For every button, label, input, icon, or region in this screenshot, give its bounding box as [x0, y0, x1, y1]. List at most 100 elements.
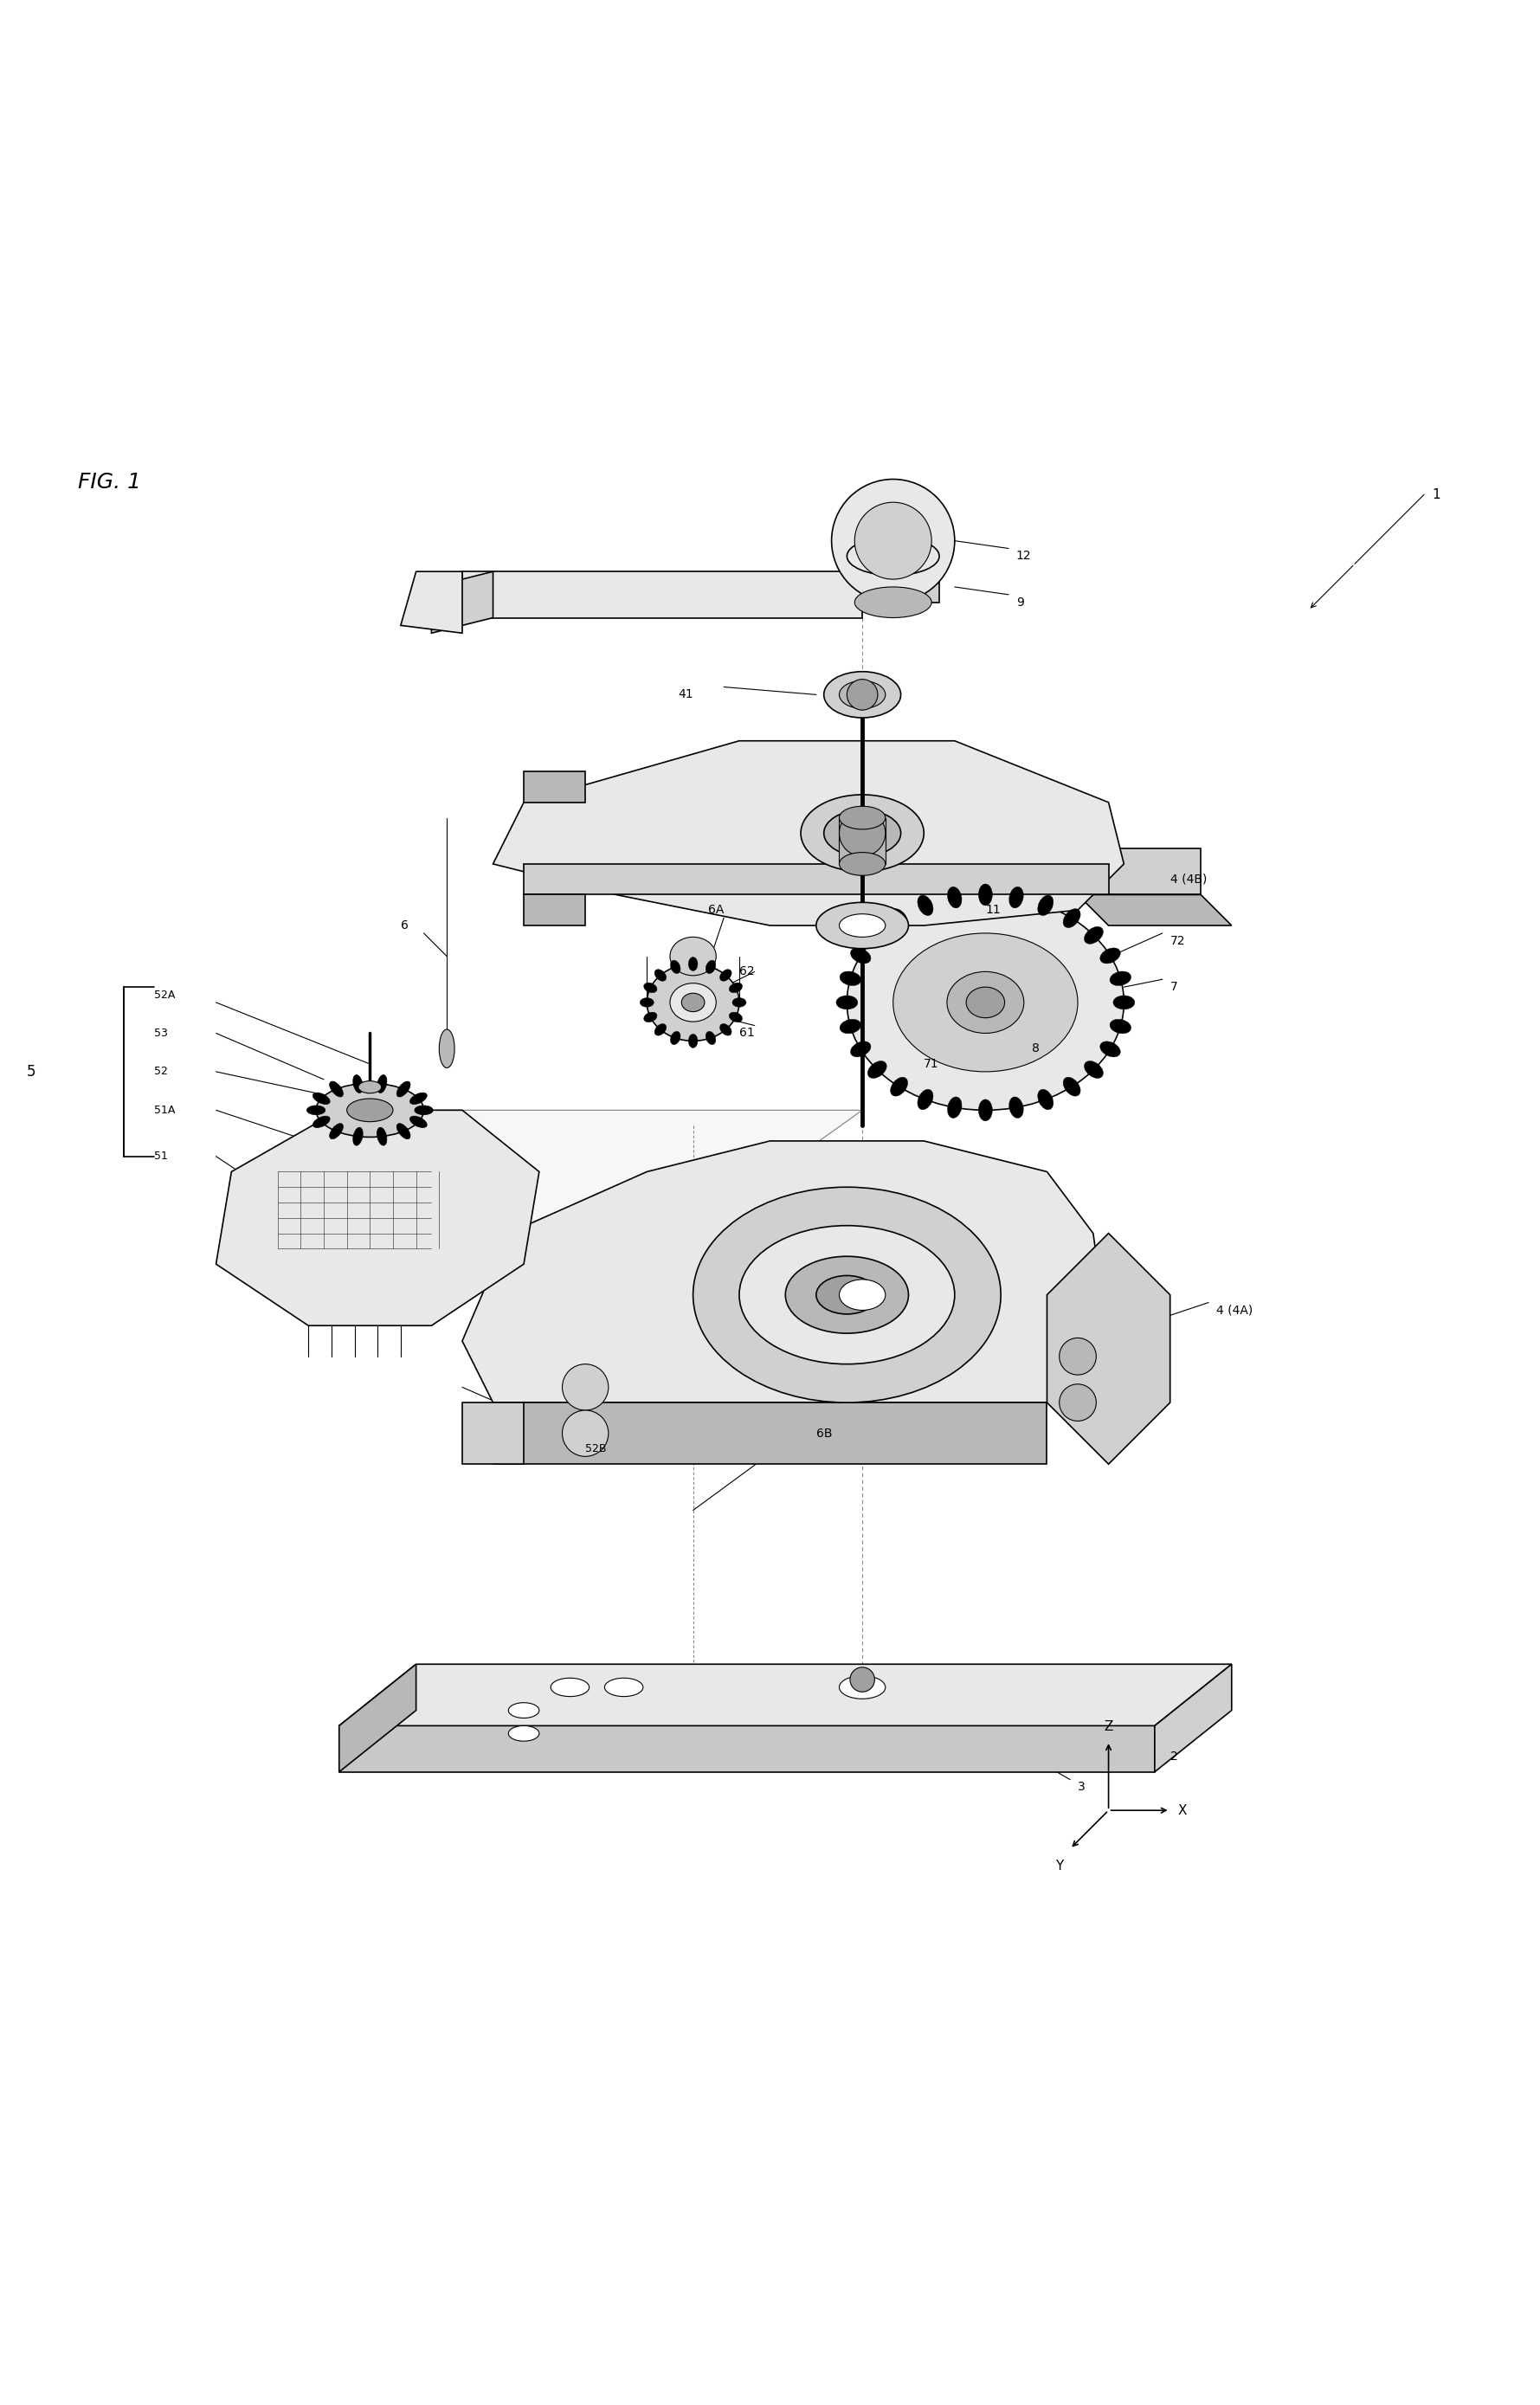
Ellipse shape — [654, 1025, 667, 1037]
Ellipse shape — [824, 810, 901, 856]
Polygon shape — [847, 556, 939, 601]
Ellipse shape — [847, 536, 939, 575]
Ellipse shape — [978, 1099, 992, 1121]
Ellipse shape — [816, 1275, 878, 1313]
Ellipse shape — [330, 1123, 343, 1140]
Ellipse shape — [850, 948, 870, 964]
Ellipse shape — [719, 1025, 731, 1037]
Ellipse shape — [816, 902, 909, 948]
Circle shape — [850, 1667, 875, 1691]
Ellipse shape — [353, 1075, 363, 1092]
Ellipse shape — [839, 1676, 886, 1698]
Ellipse shape — [1063, 909, 1081, 928]
Ellipse shape — [670, 984, 716, 1022]
Polygon shape — [216, 1111, 539, 1325]
Polygon shape — [216, 1111, 862, 1265]
Ellipse shape — [670, 960, 681, 974]
Ellipse shape — [1084, 926, 1103, 943]
Ellipse shape — [439, 1029, 454, 1068]
Polygon shape — [524, 772, 585, 803]
Text: 7: 7 — [1170, 981, 1178, 993]
Ellipse shape — [410, 1092, 427, 1104]
Polygon shape — [524, 895, 585, 926]
Ellipse shape — [947, 887, 962, 909]
Text: 72: 72 — [1170, 936, 1186, 948]
Ellipse shape — [359, 1080, 382, 1094]
Ellipse shape — [693, 1188, 1001, 1402]
Ellipse shape — [733, 998, 747, 1008]
Text: 52A: 52A — [154, 988, 176, 1000]
Ellipse shape — [353, 1128, 363, 1145]
Ellipse shape — [682, 993, 705, 1013]
Ellipse shape — [1038, 1089, 1053, 1109]
Ellipse shape — [1009, 887, 1024, 909]
Text: 52: 52 — [154, 1065, 168, 1077]
Polygon shape — [1047, 1234, 1170, 1465]
Ellipse shape — [839, 914, 886, 938]
Ellipse shape — [641, 998, 654, 1008]
Ellipse shape — [306, 1106, 325, 1116]
Circle shape — [839, 810, 886, 856]
Text: 3: 3 — [1078, 1782, 1086, 1794]
Ellipse shape — [739, 1227, 955, 1364]
Ellipse shape — [688, 957, 698, 972]
Ellipse shape — [508, 1727, 539, 1741]
Ellipse shape — [728, 1013, 742, 1022]
Text: 4 (4A): 4 (4A) — [1217, 1304, 1254, 1316]
Polygon shape — [1078, 895, 1232, 926]
Text: 6: 6 — [400, 919, 408, 931]
Ellipse shape — [839, 851, 886, 875]
Ellipse shape — [978, 885, 992, 907]
Ellipse shape — [947, 972, 1024, 1034]
Text: 1: 1 — [1432, 488, 1440, 500]
Ellipse shape — [605, 1679, 644, 1696]
Ellipse shape — [839, 972, 861, 986]
Ellipse shape — [1100, 1041, 1121, 1056]
Ellipse shape — [839, 1279, 886, 1311]
Text: 11: 11 — [986, 904, 1001, 916]
Polygon shape — [339, 1727, 1155, 1772]
Ellipse shape — [785, 1255, 909, 1332]
Circle shape — [832, 479, 955, 601]
Polygon shape — [1155, 1664, 1232, 1772]
Text: 61: 61 — [739, 1027, 755, 1039]
Text: 6B: 6B — [816, 1426, 832, 1441]
Ellipse shape — [1063, 1077, 1081, 1097]
Circle shape — [1060, 1337, 1096, 1376]
Polygon shape — [493, 1402, 1047, 1465]
Ellipse shape — [966, 986, 1004, 1017]
Polygon shape — [339, 1664, 416, 1772]
Ellipse shape — [890, 909, 907, 928]
Ellipse shape — [1084, 1061, 1103, 1077]
Ellipse shape — [839, 1020, 861, 1034]
Ellipse shape — [670, 938, 716, 976]
Ellipse shape — [890, 1077, 907, 1097]
Ellipse shape — [836, 996, 858, 1010]
Polygon shape — [462, 572, 862, 618]
Ellipse shape — [839, 806, 886, 830]
Polygon shape — [431, 572, 493, 633]
Ellipse shape — [508, 1703, 539, 1717]
Ellipse shape — [1100, 948, 1121, 964]
Ellipse shape — [867, 1061, 887, 1077]
Text: 51A: 51A — [154, 1104, 176, 1116]
Text: X: X — [1178, 1804, 1187, 1816]
Ellipse shape — [316, 1082, 424, 1138]
Ellipse shape — [705, 960, 716, 974]
Text: 12: 12 — [1016, 551, 1032, 563]
Polygon shape — [1078, 849, 1201, 895]
Ellipse shape — [855, 587, 932, 618]
Text: 4 (4B): 4 (4B) — [1170, 873, 1207, 885]
Ellipse shape — [1110, 972, 1130, 986]
Ellipse shape — [347, 1099, 393, 1121]
Circle shape — [562, 1409, 608, 1457]
Ellipse shape — [688, 1034, 698, 1049]
Polygon shape — [462, 1140, 1109, 1402]
Polygon shape — [462, 1402, 524, 1465]
Text: 71: 71 — [924, 1058, 939, 1070]
Ellipse shape — [801, 794, 924, 871]
Polygon shape — [339, 1664, 1232, 1727]
Ellipse shape — [850, 1041, 870, 1056]
Ellipse shape — [824, 671, 901, 717]
Text: 9: 9 — [1016, 596, 1024, 608]
